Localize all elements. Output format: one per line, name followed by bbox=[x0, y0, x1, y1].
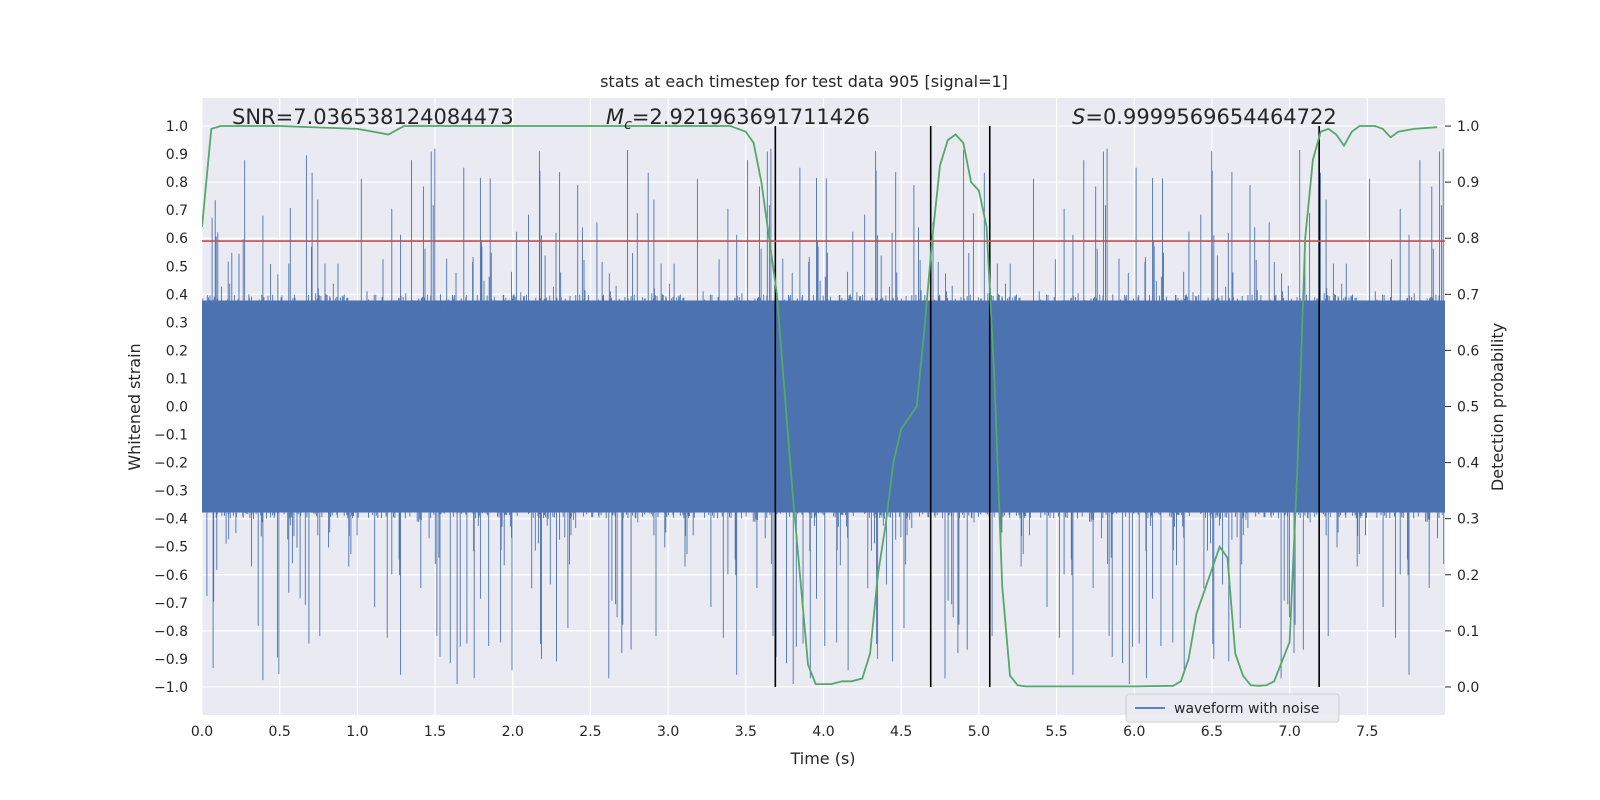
x-tick-label: 7.0 bbox=[1278, 724, 1300, 740]
left-y-tick-label: 0.3 bbox=[166, 315, 188, 331]
x-tick-label: 4.0 bbox=[812, 724, 834, 740]
left-y-tick-label: −0.9 bbox=[154, 652, 188, 668]
left-y-tick-label: 0.4 bbox=[166, 287, 188, 303]
probability-series bbox=[202, 125, 1438, 688]
left-y-tick-label: −0.4 bbox=[154, 512, 188, 528]
left-y-tick-label: −1.0 bbox=[154, 680, 188, 696]
left-y-tick-label: −0.5 bbox=[154, 540, 188, 556]
x-tick-label: 2.5 bbox=[579, 724, 601, 740]
x-tick-label: 4.5 bbox=[890, 724, 912, 740]
x-tick-label: 5.5 bbox=[1045, 724, 1067, 740]
left-y-tick-label: −0.8 bbox=[154, 624, 188, 640]
right-y-tick-label: 0.4 bbox=[1457, 456, 1479, 472]
left-y-tick-label: 0.9 bbox=[166, 147, 188, 163]
x-tick-label: 3.5 bbox=[735, 724, 757, 740]
x-tick-label: 1.5 bbox=[424, 724, 446, 740]
chirp-mass-subscript: c bbox=[624, 117, 632, 133]
x-tick-label: 6.0 bbox=[1123, 724, 1145, 740]
s-annotation: S=0.9999569654464722 bbox=[1072, 105, 1337, 129]
left-y-tick-label: 0.7 bbox=[166, 203, 188, 219]
left-y-tick-label: −0.1 bbox=[154, 428, 188, 444]
right-y-tick-label: 0.5 bbox=[1457, 400, 1479, 416]
legend-label: waveform with noise bbox=[1174, 701, 1319, 717]
left-y-tick-label: −0.2 bbox=[154, 456, 188, 472]
right-y-tick-label: 0.6 bbox=[1457, 343, 1479, 359]
left-y-tick-label: −0.6 bbox=[154, 568, 188, 584]
x-tick-label: 1.0 bbox=[346, 724, 368, 740]
right-y-tick-label: 0.8 bbox=[1457, 231, 1479, 247]
right-y-tick-label: 0.3 bbox=[1457, 512, 1479, 528]
left-y-tick-label: −0.7 bbox=[154, 596, 188, 612]
right-y-tick-label: 0.9 bbox=[1457, 175, 1479, 191]
x-tick-label: 6.5 bbox=[1201, 724, 1223, 740]
x-tick-label: 2.0 bbox=[502, 724, 524, 740]
left-y-tick-label: −0.3 bbox=[154, 484, 188, 500]
chirp-mass-symbol: M bbox=[606, 105, 624, 129]
left-y-tick-label: 0.0 bbox=[166, 400, 188, 416]
left-y-axis-label: Whitened strain bbox=[125, 343, 144, 470]
waveform-path bbox=[202, 148, 1445, 684]
s-symbol: S bbox=[1072, 105, 1085, 129]
waveform-series bbox=[202, 148, 1445, 684]
legend-box bbox=[1125, 693, 1340, 723]
left-y-tick-label: 0.1 bbox=[166, 371, 188, 387]
vertical-markers bbox=[774, 126, 1320, 687]
left-y-tick-label: 0.8 bbox=[166, 175, 188, 191]
x-tick-label: 3.0 bbox=[657, 724, 679, 740]
right-y-tick-label: 1.0 bbox=[1457, 119, 1479, 135]
detection-probability-line bbox=[202, 125, 1438, 688]
legend: waveform with noise bbox=[1125, 693, 1340, 723]
right-y-tick-label: 0.1 bbox=[1457, 624, 1479, 640]
x-tick-label: 0.5 bbox=[269, 724, 291, 740]
right-y-tick-label: 0.0 bbox=[1457, 680, 1479, 696]
right-y-tick-label: 0.7 bbox=[1457, 287, 1479, 303]
x-tick-label: 0.0 bbox=[191, 724, 213, 740]
x-axis-ticks: 0.0 0.5 1.0 1.5 2.0 2.5 3.0 3.5 4.0 4.5 5.0 5.5 6.0 6… bbox=[191, 724, 1379, 740]
x-tick-label: 5.0 bbox=[968, 724, 990, 740]
chart-title: stats at each timestep for test data 905… bbox=[600, 72, 1008, 91]
snr-annotation: SNR=7.036538124084473 bbox=[232, 105, 514, 129]
left-y-axis-ticks: 1.0 0.9 0.8 0.7 0.6 0.5 0.4 0.3 0.2 0.1 0.0 −0.1 −0.… bbox=[154, 119, 188, 696]
chirp-mass-value: =2.921963691711426 bbox=[632, 105, 870, 129]
left-y-tick-label: 1.0 bbox=[166, 119, 188, 135]
left-y-tick-label: 0.5 bbox=[166, 259, 188, 275]
s-value: =0.9999569654464722 bbox=[1085, 105, 1336, 129]
left-y-tick-label: 0.6 bbox=[166, 231, 188, 247]
x-tick-label: 7.5 bbox=[1356, 724, 1378, 740]
x-axis-label: Time (s) bbox=[789, 749, 855, 768]
right-y-tick-label: 0.2 bbox=[1457, 568, 1479, 584]
right-y-axis-ticks: 1.0 0.9 0.8 0.7 0.6 0.5 0.4 0.3 0.2 0.1 0.0 bbox=[1445, 119, 1479, 696]
right-y-axis-label: Detection probability bbox=[1488, 323, 1507, 491]
left-y-tick-label: 0.2 bbox=[166, 343, 188, 359]
chirp-mass-annotation: Mc=2.921963691711426 bbox=[606, 105, 870, 133]
